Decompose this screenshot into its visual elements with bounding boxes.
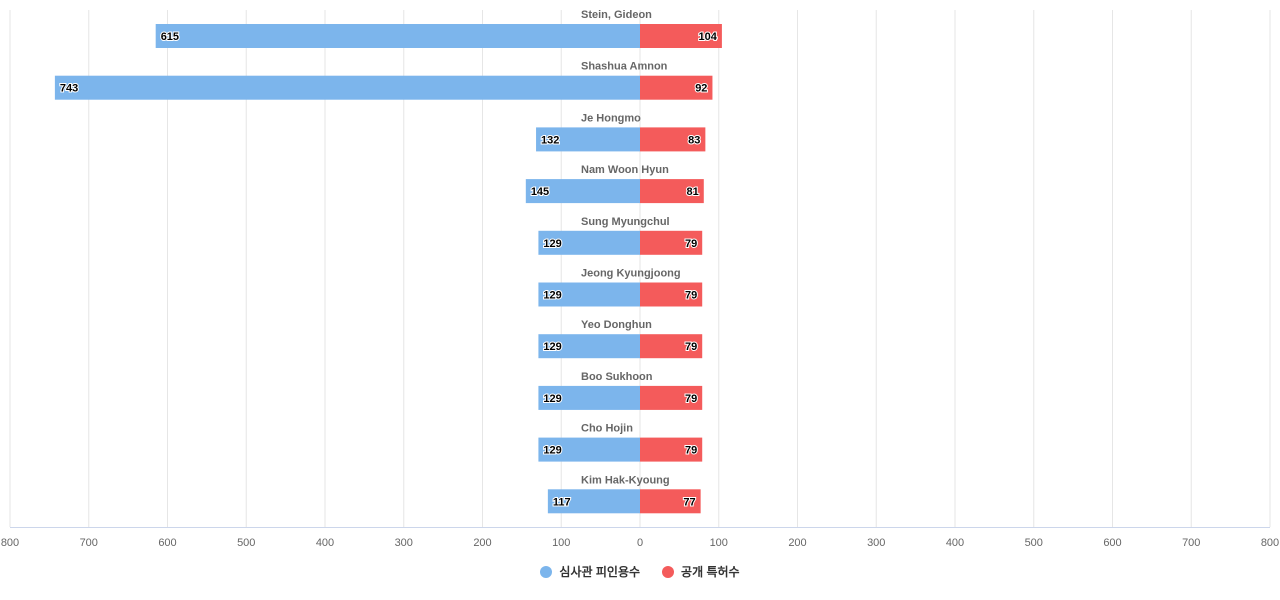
x-tick-label: 200 — [473, 537, 491, 549]
bar-right[interactable] — [640, 437, 703, 462]
x-tick-label: 700 — [1182, 537, 1200, 549]
data-label-right: 79 — [685, 445, 697, 457]
legend: 심사관 피인용수 공개 특허수 — [0, 563, 1280, 580]
x-tick-label: 0 — [637, 537, 643, 549]
category-label: Nam Woon Hyun — [581, 164, 669, 176]
category-label: Jeong Kyungjoong — [581, 268, 681, 280]
category-label: Cho Hojin — [581, 423, 633, 435]
x-tick-label: 500 — [1025, 537, 1043, 549]
bar-left[interactable] — [525, 179, 640, 204]
bar-left[interactable] — [538, 230, 640, 255]
data-label-left: 117 — [553, 496, 571, 508]
bar-left[interactable] — [538, 282, 640, 307]
x-tick-label: 300 — [867, 537, 885, 549]
legend-item-series-2[interactable]: 공개 특허수 — [662, 563, 740, 580]
bar-right[interactable] — [640, 179, 704, 204]
bar-left[interactable] — [155, 24, 640, 48]
bar-right[interactable] — [640, 230, 703, 255]
legend-item-series-1[interactable]: 심사관 피인용수 — [540, 563, 640, 580]
bar-left[interactable] — [538, 385, 640, 410]
data-label-left: 615 — [161, 31, 179, 43]
data-label-left: 129 — [543, 393, 561, 405]
data-label-right: 79 — [685, 238, 697, 250]
x-tick-label: 800 — [1, 537, 19, 549]
data-label-left: 129 — [543, 445, 561, 457]
x-tick-label: 800 — [1261, 537, 1279, 549]
legend-marker-red — [662, 565, 675, 578]
data-label-left: 145 — [531, 186, 549, 198]
x-tick-label: 400 — [316, 537, 334, 549]
legend-label-series-1: 심사관 피인용수 — [559, 565, 641, 579]
x-tick-label: 700 — [80, 537, 98, 549]
x-tick-label: 100 — [710, 537, 728, 549]
x-tick-label: 400 — [946, 537, 964, 549]
category-label: Shashua Amnon — [581, 61, 668, 73]
bar-left[interactable] — [536, 127, 640, 152]
bar-right[interactable] — [640, 334, 703, 359]
data-label-left: 129 — [543, 341, 561, 353]
bar-right[interactable] — [640, 385, 703, 410]
data-label-left: 743 — [60, 83, 78, 95]
category-label: Yeo Donghun — [581, 319, 652, 331]
data-label-right: 83 — [688, 134, 700, 146]
data-label-left: 129 — [543, 238, 561, 250]
bar-left[interactable] — [54, 75, 640, 100]
data-label-left: 129 — [543, 290, 561, 302]
data-label-right: 81 — [687, 186, 699, 198]
bar-left[interactable] — [538, 334, 640, 359]
data-label-right: 104 — [699, 31, 718, 43]
bar-right[interactable] — [640, 489, 701, 514]
bar-right[interactable] — [640, 282, 703, 307]
x-tick-label: 100 — [552, 537, 570, 549]
category-label: Je Hongmo — [581, 112, 641, 124]
category-label: Boo Sukhoon — [581, 371, 653, 383]
bar-right[interactable] — [640, 75, 713, 100]
diverging-bar-chart: 800 700 600 500 400 300 200 100 0 100 200 300 400 500… — [1, 9, 1279, 549]
x-tick-label: 200 — [788, 537, 806, 549]
data-label-right: 79 — [685, 393, 697, 405]
data-label-right: 79 — [685, 290, 697, 302]
bar-left[interactable] — [547, 489, 640, 514]
data-label-right: 92 — [695, 83, 707, 95]
legend-marker-blue — [540, 565, 553, 578]
category-label: Kim Hak-Kyoung — [581, 474, 670, 486]
category-label: Stein, Gideon — [581, 9, 652, 21]
x-tick-label: 300 — [395, 537, 413, 549]
bar-right[interactable] — [640, 24, 722, 48]
category-label: Sung Myungchul — [581, 216, 670, 228]
legend-label-series-2: 공개 특허수 — [681, 565, 740, 579]
data-label-right: 79 — [685, 341, 697, 353]
x-tick-label: 500 — [237, 537, 255, 549]
x-tick-label: 600 — [1103, 537, 1121, 549]
bar-left[interactable] — [538, 437, 640, 462]
data-label-left: 132 — [541, 134, 559, 146]
x-tick-label: 600 — [158, 537, 176, 549]
bar-right[interactable] — [640, 127, 706, 152]
data-label-right: 77 — [683, 496, 695, 508]
